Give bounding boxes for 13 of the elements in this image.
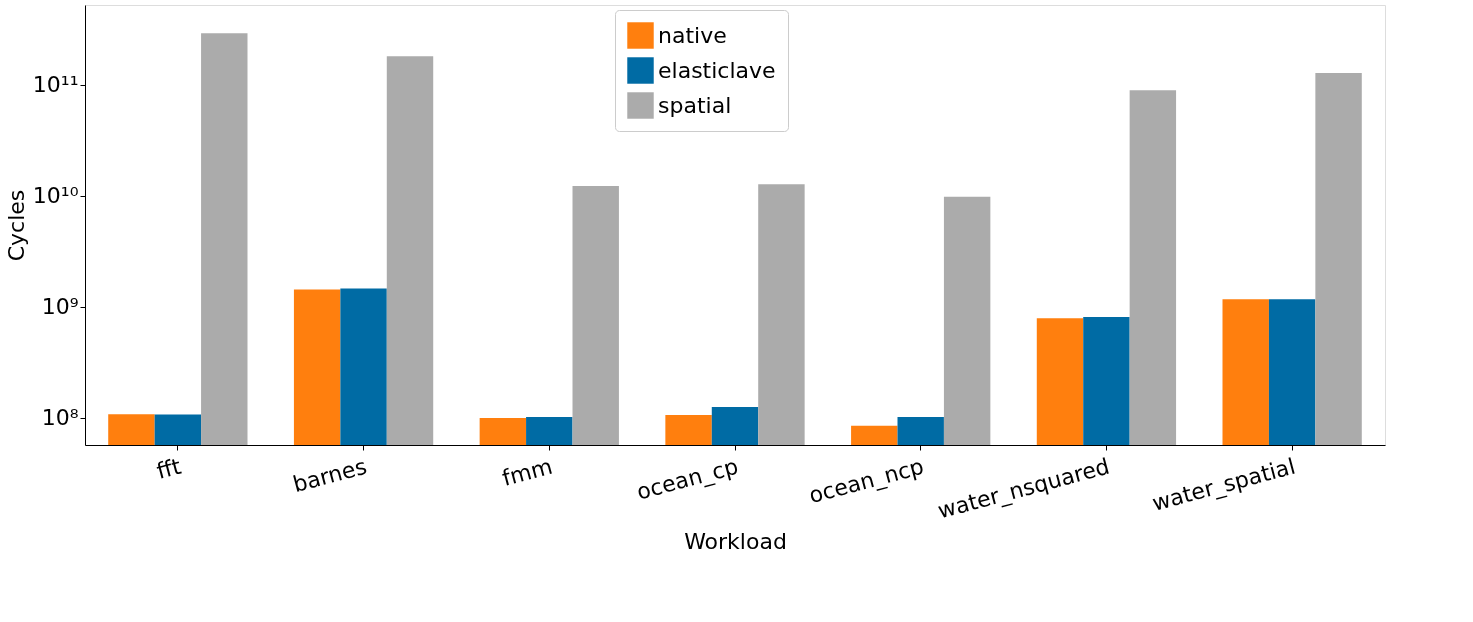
y-tick-label: 10¹⁰ <box>32 183 79 209</box>
x-tick-label: ocean_cp <box>634 453 741 506</box>
legend-label: elasticlave <box>658 57 776 83</box>
y-tick-label: 10¹¹ <box>32 72 79 98</box>
x-tick-label: barnes <box>290 453 370 498</box>
y-tick-label: 10⁸ <box>41 405 79 431</box>
legend-label: native <box>658 22 727 48</box>
y-tick-label: 10⁹ <box>41 294 79 320</box>
x-tick-label: fmm <box>499 453 555 491</box>
x-axis-title: Workload <box>684 529 787 555</box>
legend-label: spatial <box>658 92 732 118</box>
x-tick-label: fft <box>154 453 184 484</box>
y-axis-title: Cycles <box>3 189 29 262</box>
